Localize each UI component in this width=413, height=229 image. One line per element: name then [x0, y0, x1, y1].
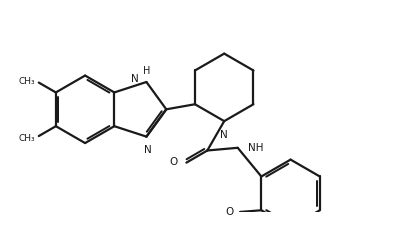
Text: CH₃: CH₃ [19, 77, 35, 86]
Text: O: O [169, 157, 178, 166]
Text: N: N [219, 129, 227, 139]
Text: N: N [144, 144, 151, 154]
Text: O: O [225, 206, 233, 215]
Text: CH₃: CH₃ [19, 134, 35, 143]
Text: H: H [142, 66, 150, 76]
Text: N: N [131, 74, 139, 84]
Text: NH: NH [247, 142, 263, 152]
